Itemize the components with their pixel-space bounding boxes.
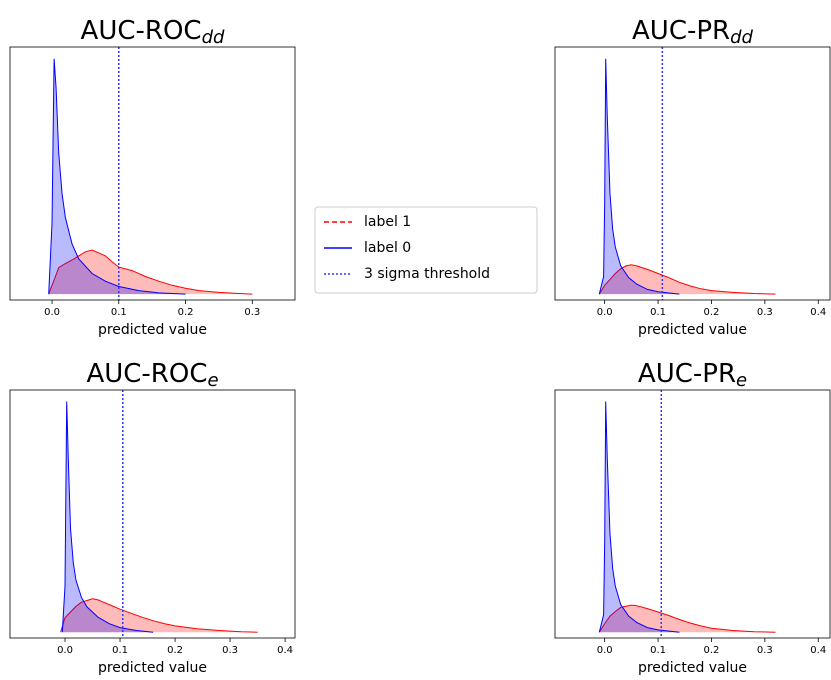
title-main: AUC-ROC [86, 359, 207, 389]
legend-box [314, 206, 538, 294]
x-axis-label: predicted value [98, 660, 207, 676]
title-subscript: e [736, 370, 747, 391]
x-tick-label: 0.3 [222, 645, 238, 656]
density-line [48, 58, 186, 295]
density-fill [599, 58, 680, 295]
title-subscript: e [207, 370, 218, 391]
x-tick-label: 0.2 [178, 307, 194, 318]
title-subscript: dd [202, 27, 225, 48]
plot-frame [9, 46, 296, 301]
density-line [598, 264, 776, 295]
density-fill [599, 401, 680, 633]
title-subscript: dd [730, 27, 753, 48]
chart-title: AUC-PRdd [632, 16, 754, 49]
x-tick-label: 0.0 [44, 307, 60, 318]
x-tick-label: 0.3 [757, 307, 773, 318]
x-axis-label: predicted value [638, 322, 747, 338]
plot-frame [554, 389, 831, 639]
x-tick-label: 0.1 [650, 645, 666, 656]
plot-frame [9, 389, 296, 639]
x-tick-label: 0.4 [277, 645, 293, 656]
title-main: AUC-PR [632, 16, 730, 46]
density-fill [62, 401, 154, 633]
title-main: AUC-ROC [81, 16, 202, 46]
x-tick-label: 0.3 [244, 307, 260, 318]
x-tick-label: 0.1 [650, 307, 666, 318]
x-tick-label: 0.1 [111, 307, 127, 318]
density-line [598, 58, 680, 295]
plot-frame [554, 46, 831, 301]
chart-title: AUC-ROCdd [81, 16, 225, 49]
x-axis-label: predicted value [638, 660, 747, 676]
legend-label: 3 sigma threshold [364, 266, 490, 282]
x-tick-label: 0.2 [704, 307, 720, 318]
density-line [61, 401, 154, 633]
chart-title: AUC-PRe [638, 359, 747, 392]
x-axis-label: predicted value [98, 322, 207, 338]
density-fill [48, 58, 186, 295]
density-fill [48, 250, 253, 295]
x-tick-label: 0.4 [810, 307, 826, 318]
x-tick-label: 0.2 [704, 645, 720, 656]
title-main: AUC-PR [638, 359, 736, 389]
legend-label: label 0 [364, 240, 411, 256]
x-tick-label: 0.0 [597, 307, 613, 318]
x-tick-label: 0.0 [597, 645, 613, 656]
x-tick-label: 0.1 [112, 645, 128, 656]
density-line [598, 401, 680, 633]
x-tick-label: 0.0 [57, 645, 73, 656]
legend-label: label 1 [364, 214, 411, 230]
chart-title: AUC-ROCe [86, 359, 218, 392]
density-line [48, 249, 253, 295]
density-line [60, 598, 258, 633]
x-tick-label: 0.2 [167, 645, 183, 656]
density-fill [599, 264, 776, 295]
x-tick-label: 0.3 [757, 645, 773, 656]
x-tick-label: 0.4 [810, 645, 826, 656]
density-line [598, 604, 776, 633]
legend: label 1 label 0 3 sigma threshold [314, 206, 538, 294]
